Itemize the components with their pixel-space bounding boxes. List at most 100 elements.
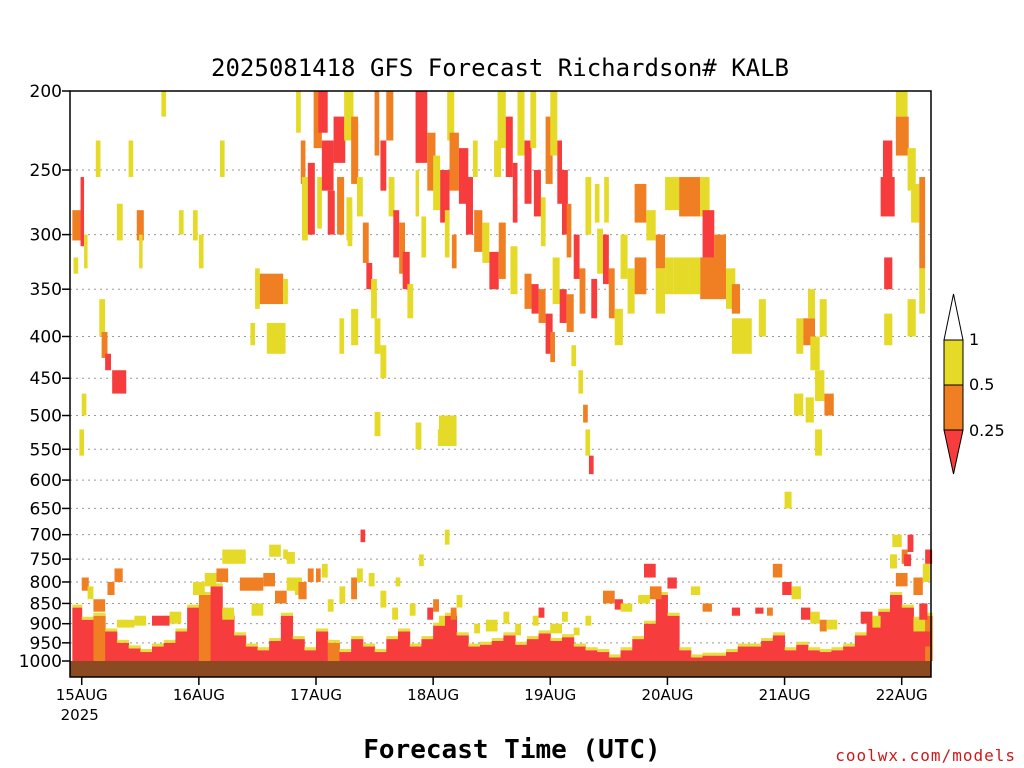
richardson-cell [608,268,615,319]
y-tick-label: 750 [30,550,62,570]
y-tick-label: 850 [30,594,62,614]
boundary-layer-edge [772,632,786,636]
richardson-cell [80,177,85,247]
boundary-layer-cell [480,644,493,661]
boundary-layer-cell [116,642,130,661]
richardson-cell [136,210,144,241]
richardson-cell [620,234,628,279]
boundary-layer-edge [925,612,933,616]
richardson-cell [169,611,182,624]
boundary-layer-edge [269,637,282,641]
richardson-cell [627,268,635,314]
richardson-cell [116,203,123,241]
chart-title: 2025081418 GFS Forecast Richardson# KALB [211,54,789,82]
richardson-cell [667,577,677,589]
plot-area [70,91,933,677]
richardson-cell [791,586,801,600]
richardson-cell [87,586,94,600]
legend-swatch-mid [943,384,964,431]
boundary-layer-cell [175,631,188,661]
richardson-cell [919,631,930,647]
boundary-layer-edge [655,592,668,596]
richardson-cell [198,234,204,269]
richardson-cell [557,140,562,204]
boundary-layer-cell [444,615,458,661]
richardson-cell [447,91,455,141]
richardson-cell [250,322,256,346]
richardson-cell [275,590,287,604]
boundary-layer-edge [831,647,844,651]
richardson-cell [892,534,902,548]
x-tick-label: 20AUG [641,686,693,704]
richardson-cell [263,573,275,587]
richardson-cell [433,599,439,612]
richardson-cell [530,91,537,149]
richardson-cell [497,91,506,149]
boundary-layer-edge [632,636,645,640]
richardson-cell [634,257,647,295]
boundary-layer-cell [550,640,563,661]
richardson-cell [726,268,736,309]
richardson-cell [399,222,406,274]
boundary-layer-cell [608,657,622,661]
richardson-cell [301,177,308,241]
richardson-cell [772,563,783,578]
richardson-cell [161,91,167,117]
boundary-layer-edge [456,632,469,636]
richardson-cell [594,183,600,223]
richardson-cell [808,289,816,319]
x-tick-label: 22AUG [876,686,928,704]
richardson-cell [919,234,926,269]
richardson-cell [374,411,381,437]
richardson-cell [800,607,811,620]
richardson-cell [585,615,592,626]
richardson-cell [922,563,930,582]
richardson-cell [388,177,395,217]
richardson-cell [482,222,490,263]
y-tick-label: 350 [30,280,62,300]
plot-frame [69,90,932,678]
richardson-cell [415,170,420,217]
richardson-cell [73,257,79,274]
boundary-layer-cell [163,642,176,661]
richardson-cell [99,299,106,337]
richardson-cell [603,234,609,285]
boundary-layer-cell [866,621,879,661]
richardson-cell [300,140,306,184]
richardson-cell [731,607,741,616]
richardson-cell [317,177,322,229]
richardson-cell [515,623,521,636]
richardson-cell [72,210,81,241]
richardson-cell [531,284,539,314]
richardson-cell [439,415,457,447]
boundary-layer-edge [421,636,434,640]
boundary-layer-edge [245,643,258,647]
richardson-cell [591,278,598,319]
boundary-layer-cell [761,640,774,661]
boundary-layer-cell [632,639,645,661]
boundary-layer-edge [749,643,762,647]
boundary-layer-edge [819,649,832,653]
boundary-layer-edge [726,649,739,653]
richardson-cell [81,577,89,591]
richardson-cell [139,234,143,269]
boundary-layer-cell [843,646,856,661]
richardson-cell [178,210,184,235]
boundary-layer-edge [374,649,387,653]
boundary-layer-cell [854,635,868,661]
richardson-cell [810,611,820,624]
richardson-cell [298,581,307,600]
richardson-cell [337,177,345,235]
richardson-cell [533,170,541,217]
richardson-cell [498,222,506,279]
richardson-cell [913,619,926,632]
richardson-cell [362,222,369,263]
boundary-layer-edge [81,616,94,620]
boundary-layer-cell [292,639,305,661]
y-axis: 200 250 300 350 400 450 500 550 600 650 700 750 8008… [19,82,70,672]
richardson-cell [552,257,560,305]
boundary-layer-edge [526,636,540,640]
richardson-cell [450,607,457,620]
boundary-layer-cell [526,639,540,661]
